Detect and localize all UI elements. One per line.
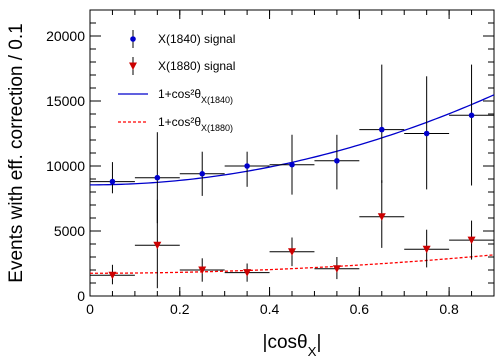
data-point (243, 269, 252, 277)
data-point (199, 171, 206, 177)
x-tick-label: 0.6 (350, 301, 370, 317)
data-point (332, 265, 341, 273)
data-point (109, 178, 116, 185)
x-tick-label: 0.8 (439, 301, 459, 317)
data-points (90, 64, 494, 289)
legend: X(1840) signal X(1880) signal 1+cos²θX(184… (118, 30, 235, 133)
y-tick-label: 5000 (54, 223, 85, 239)
data-point (289, 161, 295, 168)
x-tick-label: 0.4 (260, 301, 280, 317)
legend-label: 1+cos²θX(1840) (158, 87, 233, 105)
data-point (334, 158, 340, 164)
y-tick-label: 15000 (46, 93, 85, 109)
data-point (422, 245, 431, 254)
legend-label: 1+cos²θX(1880) (158, 115, 233, 133)
legend-label: X(1840) signal (158, 32, 235, 46)
data-point (154, 174, 161, 181)
data-point (377, 213, 386, 221)
y-tick-label: 10000 (46, 158, 85, 174)
data-point (288, 248, 296, 256)
x-tick-label: 0 (86, 301, 94, 317)
legend-marker (129, 62, 137, 70)
data-point (423, 130, 430, 137)
data-point (467, 236, 476, 245)
legend-marker (130, 36, 136, 42)
data-point (153, 241, 162, 250)
y-tick-label: 20000 (46, 28, 85, 44)
y-axis-label: Events with eff. correction / 0.1 (6, 23, 27, 282)
data-point (468, 112, 475, 119)
y-tick-label: 0 (77, 288, 85, 304)
data-point (108, 271, 117, 280)
data-point (244, 163, 250, 169)
legend-label: X(1880) signal (158, 59, 235, 73)
x-axis-label: |cosθX| (263, 332, 322, 356)
axis-ticks: 0 0.2 0.4 0.6 0.8 0 5000 10000 15000 20000 (46, 9, 495, 317)
x-tick-label: 0.2 (170, 301, 190, 317)
data-point (198, 266, 207, 274)
data-point (378, 126, 385, 133)
